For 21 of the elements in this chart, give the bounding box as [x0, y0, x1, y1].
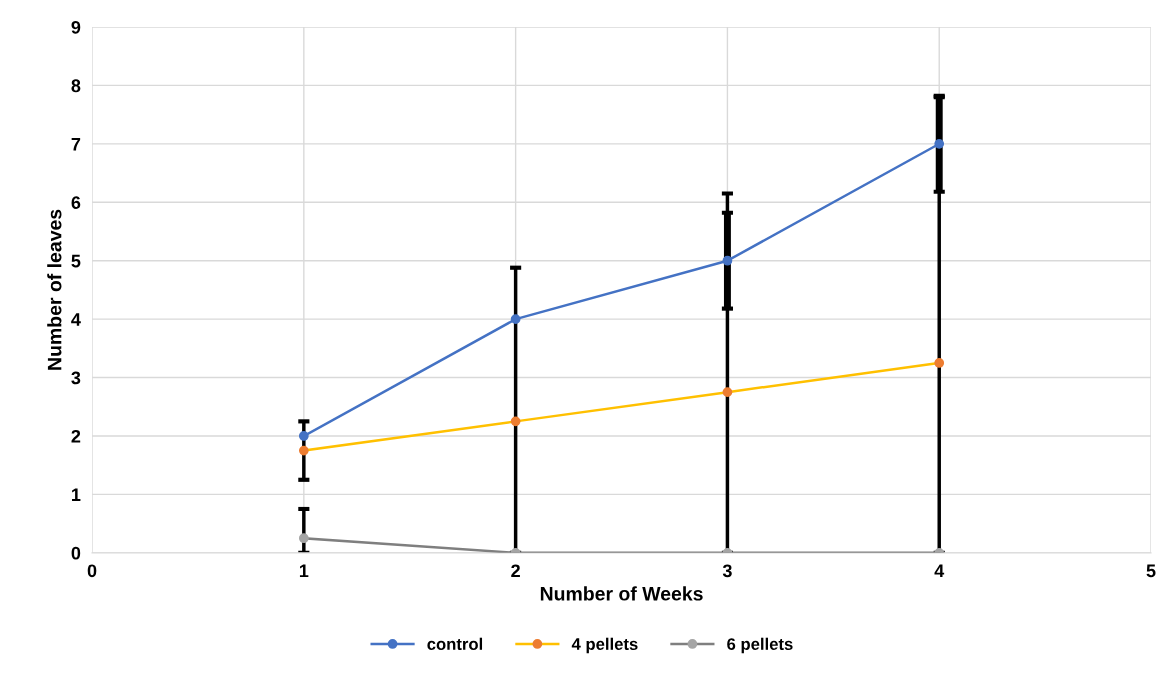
- y-tick-label: 0: [71, 546, 81, 560]
- x-tick-label: 1: [299, 564, 309, 578]
- x-axis-title: Number of Weeks: [540, 586, 703, 601]
- y-tick-label: 8: [71, 79, 81, 93]
- y-axis-title: Number of leaves: [47, 209, 62, 370]
- x-tick-label: 0: [87, 564, 97, 578]
- x-tick-label: 5: [1146, 564, 1156, 578]
- legend-label: 4 pellets: [571, 637, 638, 654]
- x-tick-label: 4: [934, 564, 945, 578]
- y-tick-label: 4: [71, 313, 81, 326]
- x-tick-label: 2: [511, 564, 520, 578]
- y-tick-label: 1: [72, 488, 81, 501]
- y-tick-label: 3: [71, 371, 81, 385]
- y-tick-label: 9: [71, 20, 81, 34]
- y-tick-label: 7: [71, 137, 81, 151]
- y-tick-label: 5: [71, 254, 81, 268]
- x-tick-label: 3: [722, 564, 732, 578]
- y-tick-label: 2: [71, 429, 81, 443]
- y-tick-label: 6: [71, 196, 81, 209]
- legend-label: 6 pellets: [727, 637, 793, 654]
- legend-label: control: [427, 637, 483, 650]
